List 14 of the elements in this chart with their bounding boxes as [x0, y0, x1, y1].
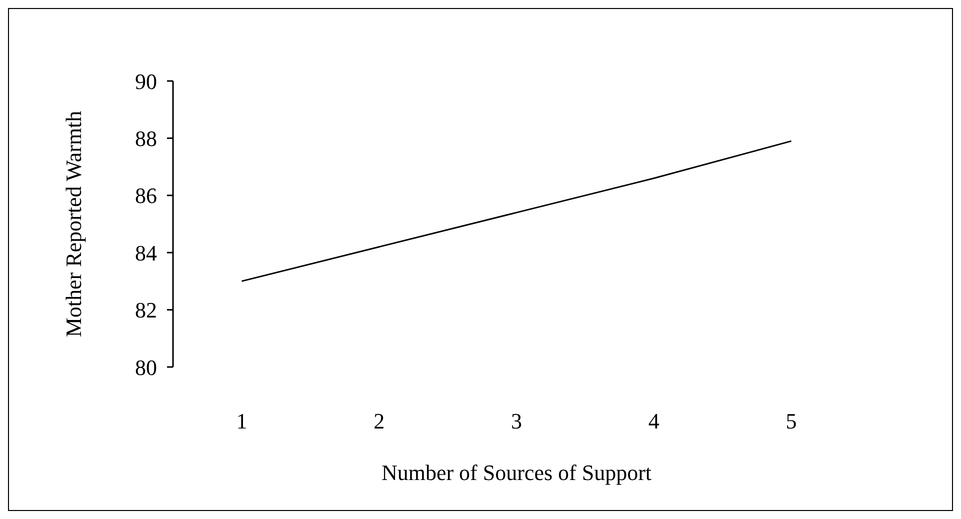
x-tick-label: 2: [374, 408, 385, 434]
x-tick-label: 3: [511, 408, 522, 434]
line-series: [240, 140, 792, 282]
y-tick-label: 86: [135, 183, 157, 208]
x-tick-label: 4: [648, 408, 660, 434]
x-axis-title: Number of Sources of Support: [381, 460, 652, 485]
y-tick-label: 90: [135, 68, 157, 94]
x-tick-label: 1: [236, 408, 248, 434]
y-tick-label: 84: [135, 240, 157, 266]
y-tick-label: 88: [135, 126, 157, 152]
y-tick-label: 82: [135, 298, 157, 323]
y-axis-title: Mother Reported Warmth: [60, 110, 86, 338]
x-tick-label: 5: [786, 408, 797, 434]
y-tick-label: 80: [135, 354, 157, 380]
